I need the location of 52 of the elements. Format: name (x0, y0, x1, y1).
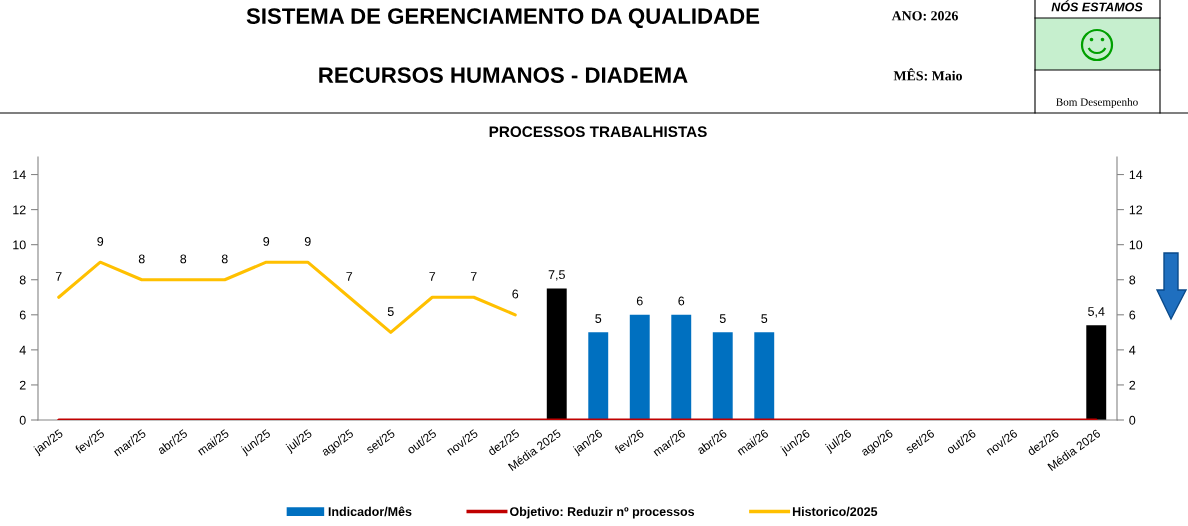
y-tick-label: 0 (19, 415, 26, 425)
bar (712, 332, 733, 420)
bar (671, 314, 692, 420)
data-label: 6 (636, 296, 643, 306)
data-label: 5 (595, 314, 602, 323)
data-label: 6 (512, 289, 519, 299)
y2-tick-label: 6 (1129, 310, 1136, 320)
data-label: 8 (138, 254, 145, 264)
bar (588, 332, 609, 420)
bar (754, 332, 775, 420)
text: ANO: 2026 (891, 11, 958, 21)
y-tick-label: 4 (19, 345, 26, 355)
bar (629, 314, 650, 420)
y2-tick-label: 14 (1129, 170, 1143, 180)
data-label: 8 (180, 254, 187, 264)
data-label: 7 (470, 272, 477, 281)
text: RECURSOS HUMANOS - DIADEMA (319, 67, 688, 83)
chart-title: PROCESSOS TRABALHISTAS (489, 126, 707, 138)
y2-tick-label: 12 (1129, 205, 1143, 215)
data-label: 5 (719, 314, 726, 323)
data-label: 7 (429, 272, 436, 281)
text: Bom Desempenho (1056, 97, 1138, 109)
legend-label: Indicador/Mês (328, 506, 412, 517)
data-label: 7 (346, 272, 353, 281)
bar (1086, 325, 1107, 420)
y-tick-label: 8 (19, 275, 26, 285)
data-label: 7,5 (548, 270, 565, 281)
data-label: 9 (97, 236, 104, 246)
bar (546, 288, 567, 420)
text: MÊS: Maio (893, 68, 962, 81)
data-label: 7 (55, 272, 62, 281)
text: NÓS ESTAMOS (1051, 0, 1143, 12)
text: SISTEMA DE GERENCIAMENTO DA QUALIDADE (246, 8, 760, 29)
data-label: 9 (304, 236, 311, 246)
legend-label: Historico/2025 (792, 506, 878, 517)
y2-tick-label: 0 (1129, 415, 1136, 425)
y2-tick-label: 10 (1129, 240, 1143, 250)
y-tick-label: 12 (13, 205, 26, 215)
y-tick-label: 10 (13, 240, 26, 250)
y-tick-label: 2 (19, 380, 26, 390)
y2-tick-label: 4 (1129, 345, 1136, 355)
data-label: 5 (761, 314, 768, 323)
y-tick-label: 14 (13, 170, 26, 180)
y-tick-label: 6 (19, 310, 26, 320)
data-label: 5,4 (1088, 307, 1105, 318)
y2-tick-label: 2 (1129, 380, 1136, 390)
data-label: 6 (678, 296, 685, 306)
data-label: 5 (387, 307, 394, 316)
data-label: 8 (221, 254, 228, 264)
legend-label: Objetivo: Reduzir nº processos (509, 506, 695, 519)
data-label: 9 (263, 236, 270, 246)
y2-tick-label: 8 (1129, 275, 1136, 285)
